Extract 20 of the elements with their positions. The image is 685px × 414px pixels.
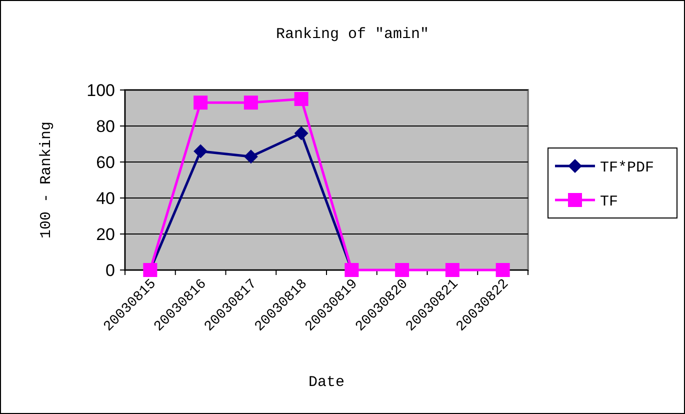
point	[244, 96, 258, 110]
point	[445, 263, 460, 277]
y-tick-label: 0	[106, 260, 115, 280]
point	[395, 263, 410, 277]
x-axis-title: Date	[308, 374, 345, 391]
legend-label: TF*PDF	[600, 159, 654, 176]
point	[194, 96, 208, 110]
legend-label: TF	[600, 193, 618, 210]
y-tick-label: 80	[96, 116, 115, 136]
y-tick-label: 100	[86, 80, 115, 100]
point	[496, 263, 510, 277]
y-tick-label: 40	[96, 188, 115, 208]
chart-title: Ranking of "amin"	[276, 26, 430, 43]
point	[294, 92, 308, 106]
y-tick-label: 20	[96, 224, 115, 244]
point	[244, 150, 258, 164]
point	[194, 144, 208, 158]
point	[294, 126, 308, 140]
y-tick-label: 60	[96, 152, 115, 172]
y-axis-title: 100 - Ranking	[38, 121, 55, 239]
